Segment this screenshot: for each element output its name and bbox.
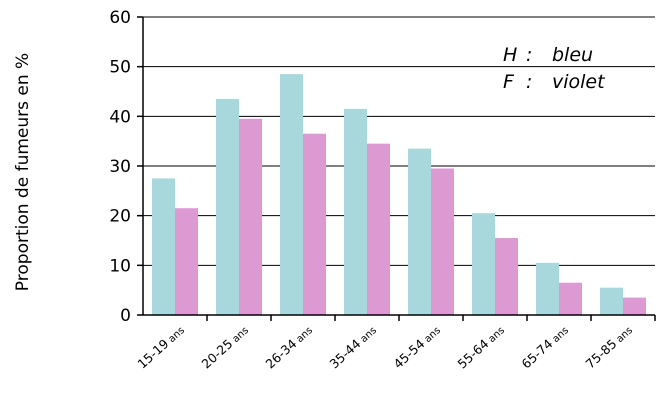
bar-h-75-85 — [600, 287, 623, 315]
x-tick-labels: 15-19 ans 20-25 ans 26-34 ans 35-44 ans 45-5… — [134, 322, 635, 371]
y-tick-label-6: 60 — [109, 8, 131, 28]
bar-f-15-19 — [175, 208, 198, 315]
legend-f: F : violet — [503, 71, 606, 93]
bar-f-26-34 — [303, 133, 326, 315]
y-tick-label-1: 10 — [109, 256, 131, 276]
legend: H : bleu F : violet — [503, 44, 606, 93]
bar-h-20-25 — [216, 98, 239, 315]
axes — [137, 16, 656, 321]
x-tick-label-15-19: 15-19 ans — [134, 322, 187, 371]
bar-f-65-74 — [559, 282, 582, 315]
legend-h: H : bleu — [503, 44, 593, 66]
y-tick-label-3: 30 — [109, 157, 131, 177]
y-axis-label: Proportion de fumeurs en % — [13, 53, 33, 291]
bar-h-55-64 — [472, 213, 495, 315]
x-tick-label-55-64: 55-64 ans — [454, 322, 507, 371]
x-tick-label-35-44: 35-44 ans — [326, 322, 379, 371]
y-tick-label-4: 40 — [109, 107, 131, 127]
y-tick-label-2: 20 — [109, 207, 131, 227]
bar-h-35-44 — [344, 108, 367, 315]
x-tick-label-65-74: 65-74 ans — [518, 322, 571, 371]
y-tick-label-0: 0 — [120, 306, 131, 326]
bar-f-20-25 — [239, 118, 262, 315]
bar-f-55-64 — [495, 238, 518, 315]
y-tick-label-5: 50 — [109, 58, 131, 78]
x-tick-label-26-34: 26-34 ans — [262, 322, 315, 371]
bar-h-15-19 — [152, 178, 175, 315]
x-tick-label-45-54: 45-54 ans — [390, 322, 443, 371]
bar-h-65-74 — [536, 262, 559, 315]
bars — [152, 74, 646, 315]
bar-f-75-85 — [623, 297, 646, 315]
bar-h-45-54 — [408, 148, 431, 315]
bar-h-26-34 — [280, 74, 303, 315]
x-tick-label-20-25: 20-25 ans — [198, 322, 251, 371]
y-tick-labels: 0 10 20 30 40 50 60 — [109, 8, 131, 326]
x-tick-label-75-85: 75-85 ans — [582, 322, 635, 371]
bar-f-35-44 — [367, 143, 390, 315]
bar-f-45-54 — [431, 168, 454, 315]
